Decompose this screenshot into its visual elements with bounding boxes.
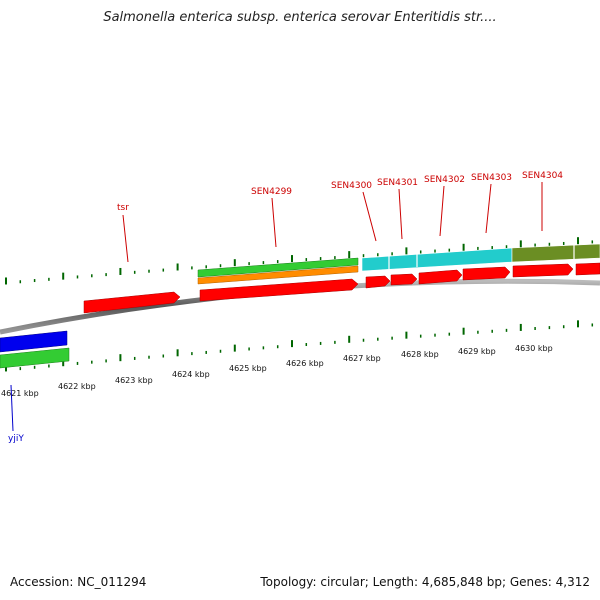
scale-label: 4630 kbp	[515, 344, 553, 353]
gene-arrow-sen4304[interactable]	[512, 263, 574, 278]
gene-label-sen4301: SEN4301	[377, 178, 418, 188]
scale-labels: 4621 kbp 4622 kbp 4623 kbp 4624 kbp 4625…	[1, 344, 553, 398]
scale-label: 4625 kbp	[229, 364, 267, 373]
gene-label-sen4304: SEN4304	[522, 171, 563, 181]
gene-arrow-sen4301[interactable]	[390, 273, 418, 286]
scale-label: 4623 kbp	[115, 376, 153, 385]
gene-arrow-tsr[interactable]	[83, 291, 181, 314]
scale-label: 4628 kbp	[401, 350, 439, 359]
gene-label-leaders	[10, 182, 543, 432]
gene-feature-orange[interactable]	[197, 265, 359, 285]
scale-label: 4624 kbp	[172, 370, 210, 379]
genome-summary: Topology: circular; Length: 4,685,848 bp…	[260, 575, 590, 589]
scale-label: 4622 kbp	[58, 382, 96, 391]
gene-label-yjiy: yjiY	[8, 434, 24, 444]
gene-feature-green[interactable]	[197, 257, 359, 278]
outer-tick-ring	[5, 237, 594, 285]
gene-feature-blue[interactable]	[0, 330, 68, 353]
scale-label: 4626 kbp	[286, 359, 324, 368]
accession-label: Accession: NC_011294	[10, 575, 147, 589]
gene-arrow-sen4302[interactable]	[418, 269, 463, 285]
gene-arrow-partial[interactable]	[575, 262, 600, 276]
map-title: Salmonella enterica subsp. enterica sero…	[103, 10, 497, 25]
scale-label: 4629 kbp	[458, 347, 496, 356]
scale-label: 4627 kbp	[343, 354, 381, 363]
gene-label-sen4300: SEN4300	[331, 181, 372, 191]
gene-arrow-sen4303[interactable]	[462, 266, 511, 281]
gene-label-tsr: tsr	[117, 203, 129, 213]
gene-feature-green-lower[interactable]	[0, 347, 70, 369]
gene-feature-olive[interactable]	[511, 243, 600, 263]
gene-arrow-sen4300[interactable]	[365, 275, 391, 289]
gene-label-sen4303: SEN4303	[471, 173, 512, 183]
inner-tick-ring	[5, 320, 594, 372]
scale-label: 4621 kbp	[1, 389, 39, 398]
gene-label-sen4302: SEN4302	[424, 175, 465, 185]
gene-label-sen4299: SEN4299	[251, 187, 292, 197]
gene-arrow-sen4299[interactable]	[199, 278, 359, 302]
